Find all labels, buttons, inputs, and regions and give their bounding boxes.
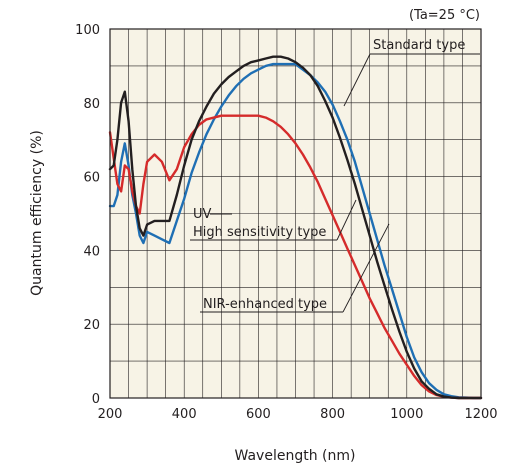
leader-standard-pointer <box>343 53 371 107</box>
y-tick-label: 20 <box>83 318 100 333</box>
grid-lines <box>110 29 481 398</box>
x-tick-label: 200 <box>98 407 123 422</box>
y-tick-label: 40 <box>83 244 100 259</box>
nir-enhanced-type-annotation: NIR-enhanced type <box>203 297 327 312</box>
condition-label: (Ta=25 °C) <box>409 8 480 23</box>
x-tick-label: 800 <box>320 407 345 422</box>
series-line-standard-type <box>108 62 483 400</box>
series-lines <box>108 55 483 400</box>
leader-high-pointer <box>336 199 357 241</box>
annotation-leaders <box>190 53 480 313</box>
x-tick-label: 400 <box>172 407 197 422</box>
x-tick-label: 1200 <box>464 407 497 422</box>
y-axis-label: Quantum efficiency (%) <box>29 130 45 296</box>
plot-frame <box>109 28 482 399</box>
y-tick-label: 60 <box>83 171 100 186</box>
high-sensitivity-type-annotation: High sensitivity type <box>193 225 326 240</box>
leader-nir-pointer <box>342 223 390 313</box>
y-tick-label: 80 <box>83 97 100 112</box>
x-tick-labels: 200 400 600 800 1000 1200 <box>98 407 498 422</box>
series-line-nir-enhanced-type <box>108 114 483 400</box>
y-tick-label: 0 <box>92 392 100 407</box>
standard-type-annotation: Standard type <box>373 38 465 53</box>
y-tick-labels: 0 20 40 60 80 100 <box>75 23 100 407</box>
x-tick-label: 1000 <box>390 407 423 422</box>
y-tick-label: 100 <box>75 23 100 38</box>
uv-annotation: UV <box>193 207 212 222</box>
x-axis-label: Wavelength (nm) <box>235 448 356 464</box>
series-line-high-sensitivity-type <box>108 55 483 400</box>
x-tick-label: 600 <box>246 407 271 422</box>
